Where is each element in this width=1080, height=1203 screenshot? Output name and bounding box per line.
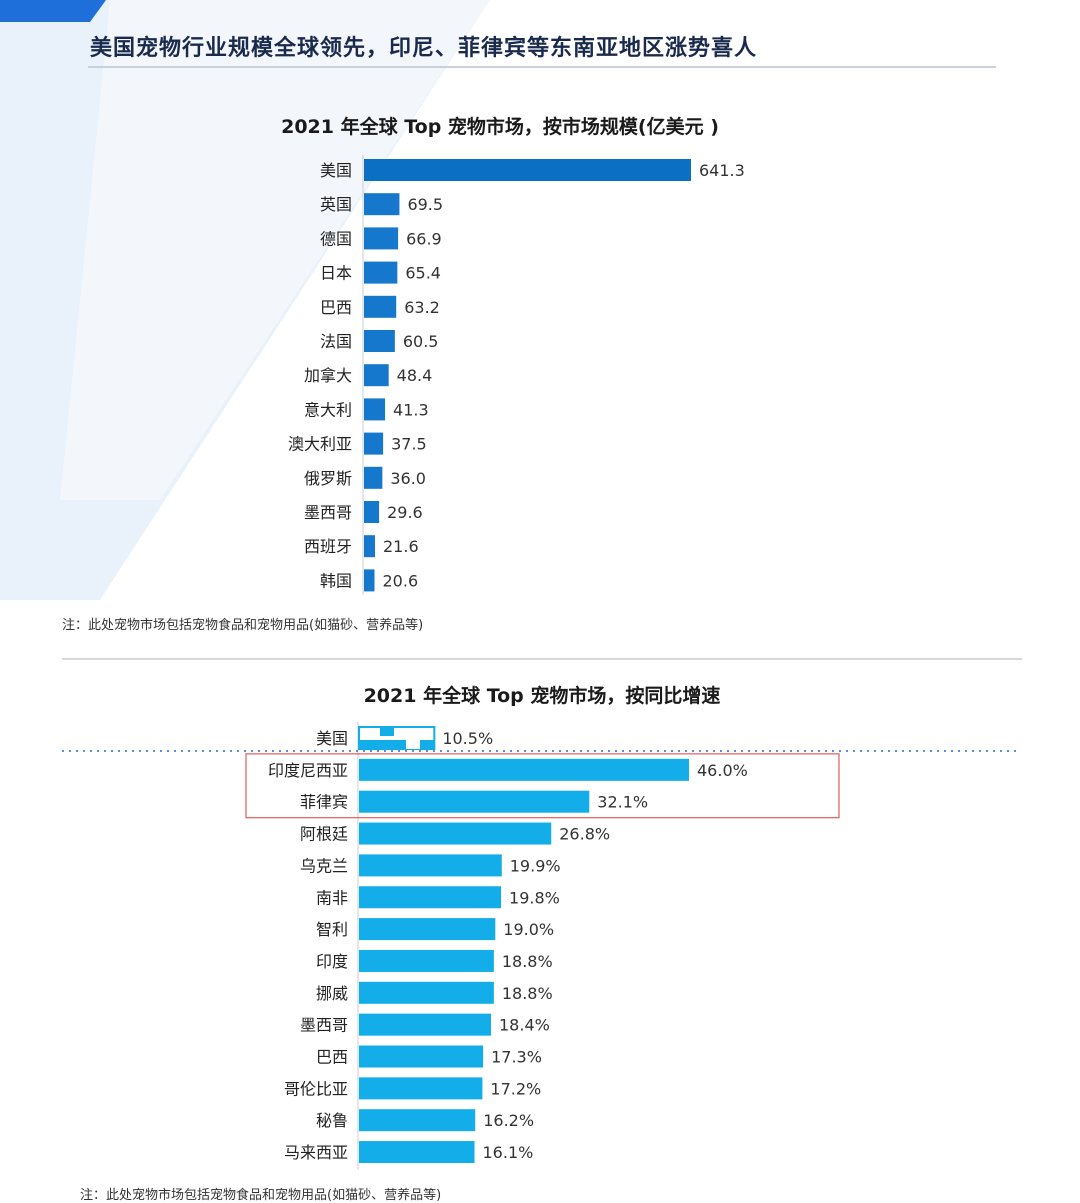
chart2-bar-gap [406,740,420,749]
chart1-category-label: 墨西哥 [304,503,352,522]
corner-accent [0,0,106,22]
chart2-value-label: 26.8% [559,825,610,844]
chart2-bar-fill [380,727,394,736]
chart1-note: 注：此处宠物市场包括宠物食品和宠物用品(如猫砂、营养品等) [62,618,424,633]
chart2-bar [359,1077,483,1100]
chart1-category-label: 法国 [320,332,352,351]
chart2-category-label: 乌克兰 [300,856,348,875]
chart1-bar [364,535,376,558]
chart1-bar [364,159,691,181]
chart2-value-label: 17.3% [491,1048,542,1067]
header: 美国宠物行业规模全球领先，印尼、菲律宾等东南亚地区涨势喜人 [0,0,1080,80]
chart1-title: 2021 年全球 Top 宠物市场，按市场规模(亿美元 ) [281,115,719,138]
chart2-category-label: 印度 [316,952,348,971]
chart1-category-label: 韩国 [320,571,352,590]
chart2-bar [359,1013,491,1036]
chart1-category-label: 英国 [320,195,352,214]
chart2-value-label: 46.0% [697,761,748,780]
chart1-category-label: 加拿大 [304,366,352,385]
chart2-value-label: 17.2% [490,1079,541,1098]
chart1-value-label: 36.0 [390,469,426,488]
chart2-category-label: 哥伦比亚 [284,1079,348,1098]
chart1-bar [364,364,389,387]
chart2-bar [359,918,496,941]
chart2-bar [359,981,494,1004]
chart1-value-label: 21.6 [383,537,419,556]
chart2-title: 2021 年全球 Top 宠物市场，按同比增速 [364,684,721,707]
chart2-category-label: 巴西 [316,1048,348,1067]
chart1-bar [364,227,399,250]
chart2-category-label: 美国 [316,729,348,748]
chart2-bar [359,886,502,909]
chart1-category-label: 德国 [320,229,352,248]
chart1-bar [364,330,395,352]
section-divider [62,658,1022,660]
chart2-bar [359,949,494,972]
chart1-bar [364,466,383,489]
chart2-category-label: 阿根廷 [300,825,348,844]
chart2-bar [359,822,552,845]
chart2-bar [359,854,502,877]
chart2-category-label: 墨西哥 [300,1016,348,1035]
chart2-value-label: 16.1% [483,1143,534,1162]
market-size-chart: 2021 年全球 Top 宠物市场，按市场规模(亿美元 ) 美国 641.3 英国 69… [281,115,745,595]
chart2-value-label: 19.8% [509,888,560,907]
chart2-value-label: 19.0% [503,920,554,939]
chart1-category-label: 日本 [320,264,352,283]
chart2-category-label: 秘鲁 [316,1111,348,1130]
chart1-value-label: 20.6 [383,571,419,590]
chart2-bar [359,790,590,813]
chart1-bar [364,569,375,592]
chart2-bar [359,1109,476,1132]
chart1-bar [364,295,397,318]
chart1-value-label: 48.4 [397,366,433,385]
chart1-bar [364,501,380,523]
chart2-value-label: 19.9% [510,856,561,875]
chart2-value-label: 16.2% [483,1111,534,1130]
chart1-value-label: 69.5 [407,195,443,214]
chart1-category-label: 巴西 [320,298,352,317]
chart1-value-label: 29.6 [387,503,423,522]
chart1-bar [364,193,400,216]
title-underline [88,66,996,68]
chart2-bar [359,758,689,781]
chart2-note: 注：此处宠物市场包括宠物食品和宠物用品(如猫砂、营养品等) [80,1188,442,1203]
chart2-value-label: 18.4% [499,1016,550,1035]
chart1-category-label: 俄罗斯 [304,469,352,488]
chart1-value-label: 65.4 [405,264,441,283]
chart2-category-label: 印度尼西亚 [268,761,348,780]
chart2-bar [359,1045,484,1068]
chart2-bar-fill [359,740,435,749]
chart1-bar [364,261,398,284]
chart2-highlight-box [245,753,840,819]
chart2-value-label: 10.5% [442,729,493,748]
chart1-category-label: 澳大利亚 [288,435,352,454]
chart1-value-label: 41.3 [393,400,429,419]
chart2-category-label: 智利 [316,920,348,939]
background-swoosh [0,0,490,600]
chart2-value-label: 18.8% [502,952,553,971]
chart2-value-label: 32.1% [597,793,648,812]
chart1-value-label: 641.3 [699,161,745,180]
chart2-category-label: 菲律宾 [300,793,348,812]
chart1-category-label: 意大利 [304,400,352,419]
chart2-value-label: 18.8% [502,984,553,1003]
chart2-category-label: 挪威 [316,984,348,1003]
chart1-value-label: 66.9 [406,229,442,248]
chart2-bar [359,1141,475,1164]
chart2-category-label: 马来西亚 [284,1143,348,1162]
chart1-value-label: 37.5 [391,435,427,454]
page-title: 美国宠物行业规模全球领先，印尼、菲律宾等东南亚地区涨势喜人 [90,36,758,61]
chart1-value-label: 63.2 [404,298,440,317]
chart1-category-label: 西班牙 [304,537,352,556]
chart1-value-label: 60.5 [403,332,439,351]
chart1-category-label: 美国 [320,161,352,180]
chart2-category-label: 南非 [316,888,348,907]
chart1-bar [364,432,384,455]
chart1-bar [364,398,386,421]
